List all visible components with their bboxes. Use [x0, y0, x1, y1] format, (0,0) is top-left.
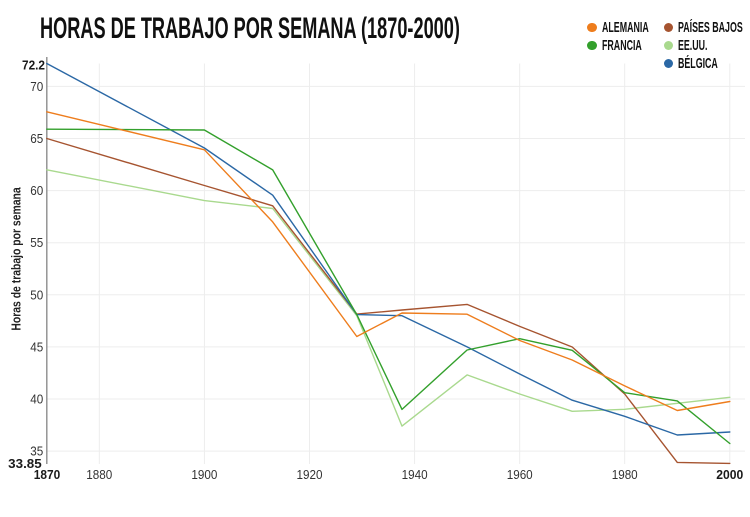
svg-text:45: 45 — [30, 339, 43, 354]
svg-text:55: 55 — [30, 235, 43, 250]
svg-text:1870: 1870 — [34, 467, 61, 482]
svg-text:1940: 1940 — [402, 467, 428, 482]
svg-text:70: 70 — [30, 79, 43, 94]
svg-text:35: 35 — [30, 444, 43, 459]
svg-text:2000: 2000 — [716, 467, 743, 482]
svg-text:40: 40 — [30, 392, 43, 407]
svg-text:65: 65 — [30, 131, 43, 146]
svg-text:1880: 1880 — [86, 467, 112, 482]
svg-text:33.85: 33.85 — [8, 456, 42, 471]
svg-text:60: 60 — [30, 183, 43, 198]
svg-text:1920: 1920 — [297, 467, 323, 482]
svg-text:1960: 1960 — [507, 467, 533, 482]
svg-text:1980: 1980 — [612, 467, 638, 482]
svg-text:72.2: 72.2 — [22, 58, 45, 73]
svg-text:1900: 1900 — [191, 467, 217, 482]
svg-text:50: 50 — [30, 287, 43, 302]
